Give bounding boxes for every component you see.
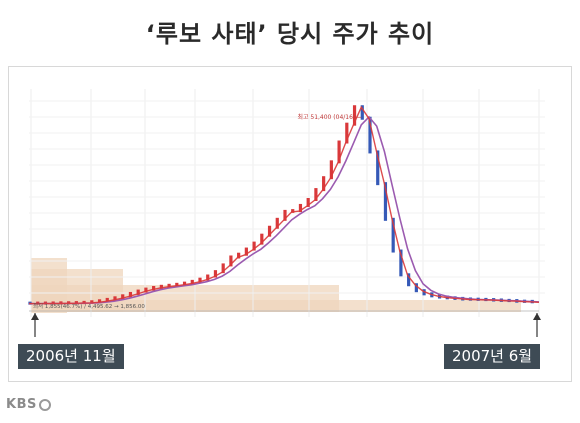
candle-16 <box>152 286 156 291</box>
peak-label: 최고 51,400 (04/16) <box>297 113 355 121</box>
candle-22 <box>198 277 202 283</box>
candle-50 <box>414 283 418 293</box>
low-label: 최저 1,855(46.7%) / 4,495.62 → 1,856.00 <box>33 302 145 310</box>
candle-39 <box>329 160 333 180</box>
candle-8 <box>90 300 94 304</box>
candle-23 <box>206 274 210 281</box>
start-date-badge: 2006년 11월 <box>18 344 124 369</box>
series-price <box>28 105 540 305</box>
candle-15 <box>144 287 148 293</box>
candle-37 <box>314 188 318 201</box>
candle-38 <box>322 176 326 192</box>
candle-17 <box>159 284 163 290</box>
end-date-badge: 2007년 6월 <box>444 344 541 369</box>
candle-14 <box>136 289 140 295</box>
candle-19 <box>175 282 179 287</box>
candle-43 <box>360 105 364 120</box>
candle-49 <box>407 273 411 287</box>
candle-33 <box>283 209 287 221</box>
candle-10 <box>105 297 109 303</box>
candle-24 <box>213 270 218 278</box>
chart-title: ‘루보 사태’ 당시 주가 추이 <box>145 20 435 48</box>
chart-frame: 최고 51,400 (04/16) 최저 1,855(46.7%) / 4,495… <box>8 66 572 382</box>
candle-45 <box>376 150 380 186</box>
candle-9 <box>97 299 102 304</box>
candle-48 <box>399 249 403 277</box>
candle-46 <box>383 182 388 221</box>
kbs-logo-text: KBS <box>6 397 37 412</box>
candle-28 <box>244 247 248 256</box>
candle-32 <box>275 217 279 229</box>
candle-25 <box>221 263 225 274</box>
candle-34 <box>291 209 295 213</box>
candle-29 <box>252 241 256 251</box>
candle-44 <box>368 116 372 154</box>
candle-40 <box>337 140 341 164</box>
candle-13 <box>128 291 133 298</box>
end-arrow-head <box>533 313 541 320</box>
candle-27 <box>237 252 241 259</box>
candle-11 <box>113 296 117 301</box>
candle-30 <box>260 233 264 245</box>
candle-47 <box>391 217 395 253</box>
candle-18 <box>167 283 171 288</box>
candle-35 <box>298 203 303 213</box>
stock-price-chart: 최고 51,400 (04/16) 최저 1,855(46.7%) / 4,495… <box>28 89 545 337</box>
series-moving-average <box>28 115 540 305</box>
candle-21 <box>190 279 194 285</box>
start-arrow-head <box>31 313 39 320</box>
candle-26 <box>229 255 233 267</box>
volume-band <box>31 300 521 312</box>
candle-20 <box>182 281 187 286</box>
candle-41 <box>345 122 349 144</box>
candle-31 <box>267 225 272 237</box>
candle-12 <box>121 294 125 300</box>
candle-36 <box>306 198 310 207</box>
kbs-logo: KBS <box>6 397 51 412</box>
candle-42 <box>352 105 357 126</box>
kbs-logo-icon <box>38 399 51 411</box>
